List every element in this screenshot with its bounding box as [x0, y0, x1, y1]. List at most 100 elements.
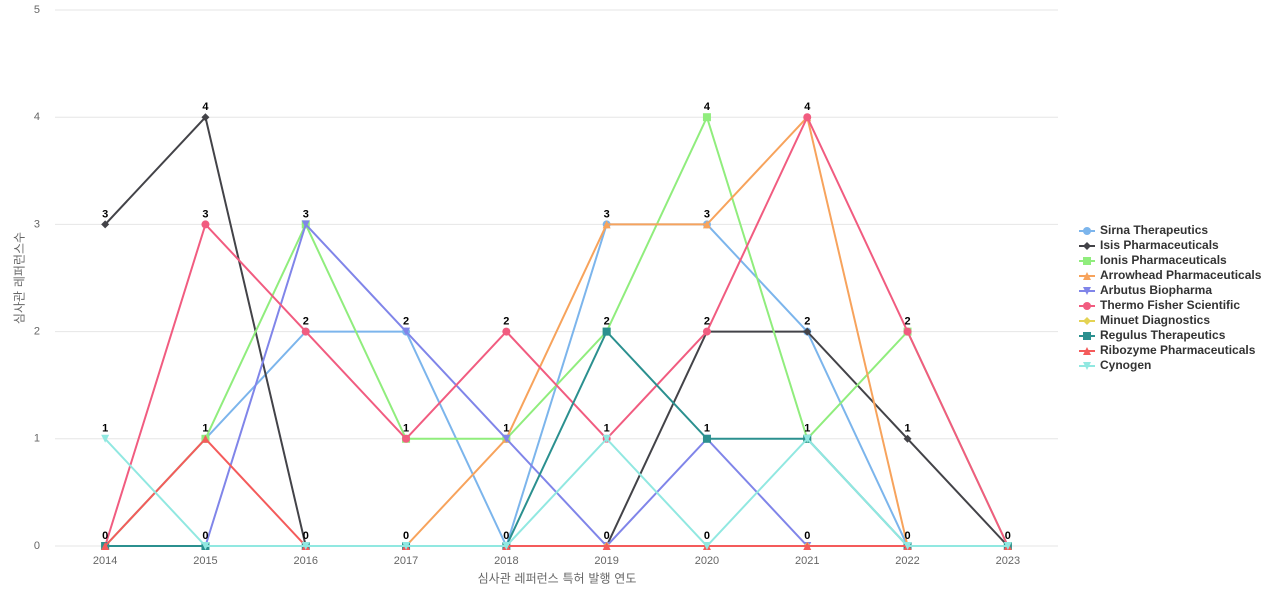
y-tick-label: 2 — [34, 326, 40, 338]
series-line — [104, 437, 1008, 548]
point — [1083, 332, 1091, 340]
data-label: 1 — [503, 423, 509, 435]
data-label: 3 — [704, 208, 710, 220]
y-tick-label: 4 — [34, 111, 40, 123]
x-tick-label: 2017 — [394, 555, 418, 567]
point — [903, 542, 912, 550]
point — [1083, 347, 1091, 355]
point — [1083, 317, 1091, 325]
point — [602, 220, 611, 229]
data-label: 3 — [303, 208, 309, 220]
legend-item[interactable]: Arrowhead Pharmaceuticals — [1079, 268, 1262, 282]
point — [301, 327, 310, 336]
point — [402, 542, 411, 550]
legend-label: Isis Pharmaceuticals — [1100, 238, 1219, 252]
data-labels: 0 1 2 2 0 3 3 2 0 0 3 4 0 0 0 2 1 3 1 1 2 4 1 2 0 4 1 0 3 2 1 0 1 — [102, 101, 1011, 542]
legend-label: Regulus Therapeutics — [1100, 328, 1226, 342]
data-label: 0 — [102, 530, 108, 542]
y-tick-label: 0 — [34, 540, 40, 552]
point — [1003, 542, 1012, 550]
y-tick-label: 5 — [34, 4, 40, 16]
point — [301, 542, 310, 550]
data-label: 1 — [202, 423, 208, 435]
data-label: 1 — [904, 423, 910, 435]
point — [201, 220, 210, 229]
y-axis-title: 심사관 레퍼런스수 — [13, 232, 27, 324]
point — [602, 434, 611, 443]
data-label: 2 — [604, 316, 610, 328]
legend-label: Cynogen — [1100, 358, 1151, 372]
legend-item[interactable]: Cynogen — [1079, 358, 1151, 372]
point — [101, 434, 110, 443]
legend-label: Minuet Diagnostics — [1100, 313, 1210, 327]
y-tick-label: 3 — [34, 218, 40, 230]
point — [301, 220, 310, 229]
legend-item[interactable]: Ionis Pharmaceuticals — [1079, 253, 1227, 267]
point — [702, 542, 711, 550]
point — [1083, 242, 1091, 250]
point — [1083, 362, 1091, 370]
legend-item[interactable]: Sirna Therapeutics — [1079, 223, 1208, 237]
data-label: 4 — [804, 101, 811, 113]
x-axis-title: 심사관 레퍼런스 특허 발행 연도 — [478, 571, 637, 586]
data-label: 0 — [202, 530, 208, 542]
data-label: 0 — [804, 530, 810, 542]
legend-item[interactable]: Isis Pharmaceuticals — [1079, 238, 1219, 252]
legend-label: Ribozyme Pharmaceuticals — [1100, 343, 1256, 357]
x-tick-label: 2022 — [895, 555, 919, 567]
data-label: 2 — [403, 316, 409, 328]
legend-item[interactable]: Regulus Therapeutics — [1079, 328, 1226, 342]
point — [903, 327, 912, 336]
data-label: 3 — [604, 208, 610, 220]
data-label: 1 — [804, 423, 810, 435]
data-label: 1 — [102, 423, 108, 435]
point — [201, 542, 210, 550]
point — [702, 327, 711, 336]
point — [402, 434, 411, 443]
data-label: 3 — [202, 208, 208, 220]
data-label: 2 — [904, 316, 910, 328]
point — [1083, 287, 1091, 295]
point — [803, 327, 812, 336]
legend-label: Ionis Pharmaceuticals — [1100, 253, 1227, 267]
point — [101, 542, 110, 550]
x-tick-label: 2021 — [795, 555, 819, 567]
point — [702, 113, 711, 122]
x-tick-label: 2016 — [294, 555, 318, 567]
legend-item[interactable]: Thermo Fisher Scientific — [1079, 298, 1240, 312]
data-label: 2 — [503, 316, 509, 328]
point — [201, 113, 210, 122]
data-label: 0 — [403, 530, 409, 542]
x-tick-label: 2015 — [193, 555, 217, 567]
point — [702, 220, 711, 229]
x-tick-label: 2014 — [93, 555, 117, 567]
point — [201, 434, 210, 443]
series-line — [104, 437, 1008, 547]
point — [1083, 302, 1091, 310]
legend-label: Arrowhead Pharmaceuticals — [1100, 268, 1262, 282]
plot-area — [101, 113, 1012, 550]
point — [1083, 257, 1091, 265]
point — [402, 327, 411, 336]
x-tick-label: 2019 — [594, 555, 618, 567]
data-label: 2 — [704, 316, 710, 328]
point — [803, 542, 812, 550]
point — [502, 434, 511, 443]
y-tick-label: 1 — [34, 433, 40, 445]
point — [502, 327, 511, 336]
legend-item[interactable]: Ribozyme Pharmaceuticals — [1079, 343, 1256, 357]
x-tick-label: 2023 — [996, 555, 1020, 567]
legend-label: Arbutus Biopharma — [1100, 283, 1212, 297]
legend-item[interactable]: Arbutus Biopharma — [1079, 283, 1212, 297]
legend-item[interactable]: Minuet Diagnostics — [1079, 313, 1210, 327]
point — [903, 434, 912, 443]
data-label: 4 — [202, 101, 209, 113]
point — [1083, 227, 1091, 235]
data-label: 2 — [804, 316, 810, 328]
data-label: 0 — [303, 530, 309, 542]
legend-label: Sirna Therapeutics — [1100, 223, 1208, 237]
data-label: 0 — [604, 530, 610, 542]
point — [602, 327, 611, 336]
point — [602, 542, 611, 550]
